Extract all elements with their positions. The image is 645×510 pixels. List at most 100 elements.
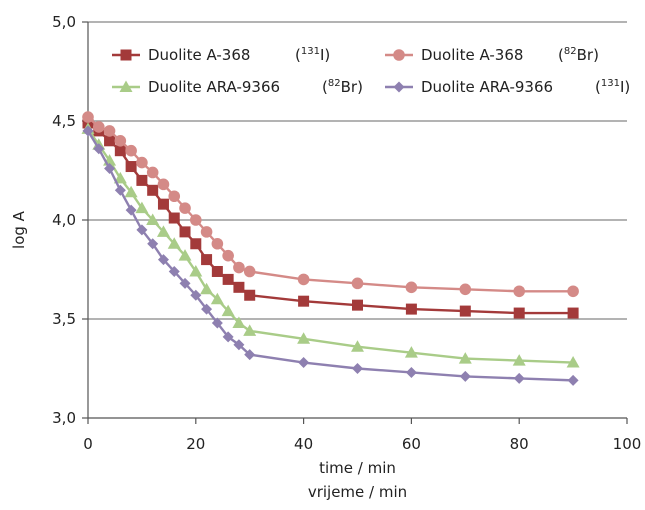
data-point (393, 81, 405, 93)
series-line (87, 128, 574, 364)
data-point (120, 49, 132, 61)
data-point (92, 121, 105, 133)
y-axis-title: log A (10, 210, 28, 249)
data-point (404, 346, 418, 358)
data-point (190, 214, 202, 226)
legend-isotope-mass: 131 (601, 78, 620, 89)
data-point (232, 316, 246, 328)
legend-isotope: (82Br) (322, 78, 363, 96)
legend-label: Duolite ARA-9366 (421, 78, 553, 96)
data-point (211, 237, 224, 250)
data-point (114, 145, 126, 157)
legend-paren-close: ) (357, 78, 363, 96)
data-point (136, 156, 148, 169)
legend-paren-open: ( (322, 78, 328, 96)
data-point (297, 332, 311, 344)
data-point (459, 370, 471, 382)
legend-isotope-mass: 82 (328, 78, 341, 89)
data-point (298, 357, 310, 369)
data-point (405, 366, 417, 378)
data-point (459, 305, 471, 317)
axes: 3,0 3,5 4,0 4,5 5,0 0 20 40 60 80 100 (52, 13, 641, 453)
x-tick-label: 80 (510, 435, 529, 453)
y-tick-label: 3,0 (52, 409, 76, 427)
data-point (221, 304, 235, 317)
data-point (135, 201, 149, 214)
data-point (82, 125, 94, 137)
data-point (114, 135, 127, 147)
series-line (86, 130, 574, 382)
x-axis-title-local: vrijeme / min (308, 483, 407, 501)
data-point (244, 289, 256, 301)
data-point (157, 198, 169, 210)
data-point (179, 277, 191, 289)
data-point (201, 254, 213, 266)
legend-paren-open: ( (595, 78, 601, 96)
x-tick-label: 40 (294, 435, 313, 453)
data-point (352, 363, 363, 374)
x-axis-title: time / min (319, 459, 396, 477)
legend-item: Duolite ARA-9366 (82Br) (112, 78, 363, 96)
data-point (458, 352, 472, 364)
legend-isotope: (82Br) (558, 46, 599, 64)
series-4 (82, 125, 579, 386)
data-point (179, 226, 191, 238)
legend: Duolite A-368 (131I) Duolite A-368 (82Br)Du… (112, 46, 630, 96)
data-point (405, 281, 418, 294)
x-tick-label: 0 (83, 435, 93, 453)
y-tick-label: 4,0 (52, 211, 76, 229)
data-point (211, 317, 223, 329)
data-point (125, 144, 137, 157)
data-point (567, 374, 579, 386)
data-point (512, 354, 526, 366)
legend-isotope-element: I (620, 78, 624, 96)
legend-paren-close: ) (624, 78, 630, 96)
legend-paren-open: ( (295, 46, 301, 64)
data-point (567, 285, 579, 298)
data-point (567, 307, 579, 319)
data-point (190, 238, 202, 250)
data-point (351, 340, 364, 352)
data-point (119, 80, 133, 92)
data-point (222, 249, 234, 262)
legend-paren-open: ( (558, 46, 564, 64)
legend-isotope-mass: 131 (301, 46, 320, 57)
data-point (200, 282, 214, 295)
legend-isotope: (131I) (595, 78, 630, 96)
data-point (157, 178, 170, 191)
data-point (211, 265, 223, 277)
legend-isotope: (131I) (295, 46, 330, 64)
x-tick-label: 20 (186, 435, 205, 453)
legend-label: Duolite A-368 (148, 46, 250, 64)
y-tick-label: 4,5 (52, 112, 76, 130)
data-point (125, 161, 137, 173)
data-point (168, 212, 180, 224)
data-point (233, 339, 245, 351)
data-point (244, 349, 256, 361)
data-point (513, 372, 525, 384)
data-point (114, 184, 126, 196)
legend-item: Duolite ARA-9366 (131I) (385, 78, 630, 96)
data-point (147, 184, 159, 196)
data-point (513, 307, 525, 319)
data-point (189, 264, 203, 277)
data-point (104, 135, 116, 147)
y-tick-label: 3,5 (52, 310, 76, 328)
data-point (222, 331, 234, 343)
data-point (459, 283, 472, 296)
data-point (168, 265, 180, 277)
legend-label: Duolite ARA-9366 (148, 78, 280, 96)
data-point (179, 202, 191, 214)
data-point (147, 238, 159, 250)
data-point (113, 171, 127, 184)
data-point (297, 273, 310, 286)
series-1 (82, 117, 579, 319)
series-line (87, 122, 574, 315)
data-point (103, 125, 116, 137)
y-tick-label: 5,0 (52, 13, 76, 31)
data-point (82, 111, 94, 123)
legend-paren-close: ) (324, 46, 330, 64)
data-point (124, 185, 138, 198)
data-point (146, 213, 160, 225)
